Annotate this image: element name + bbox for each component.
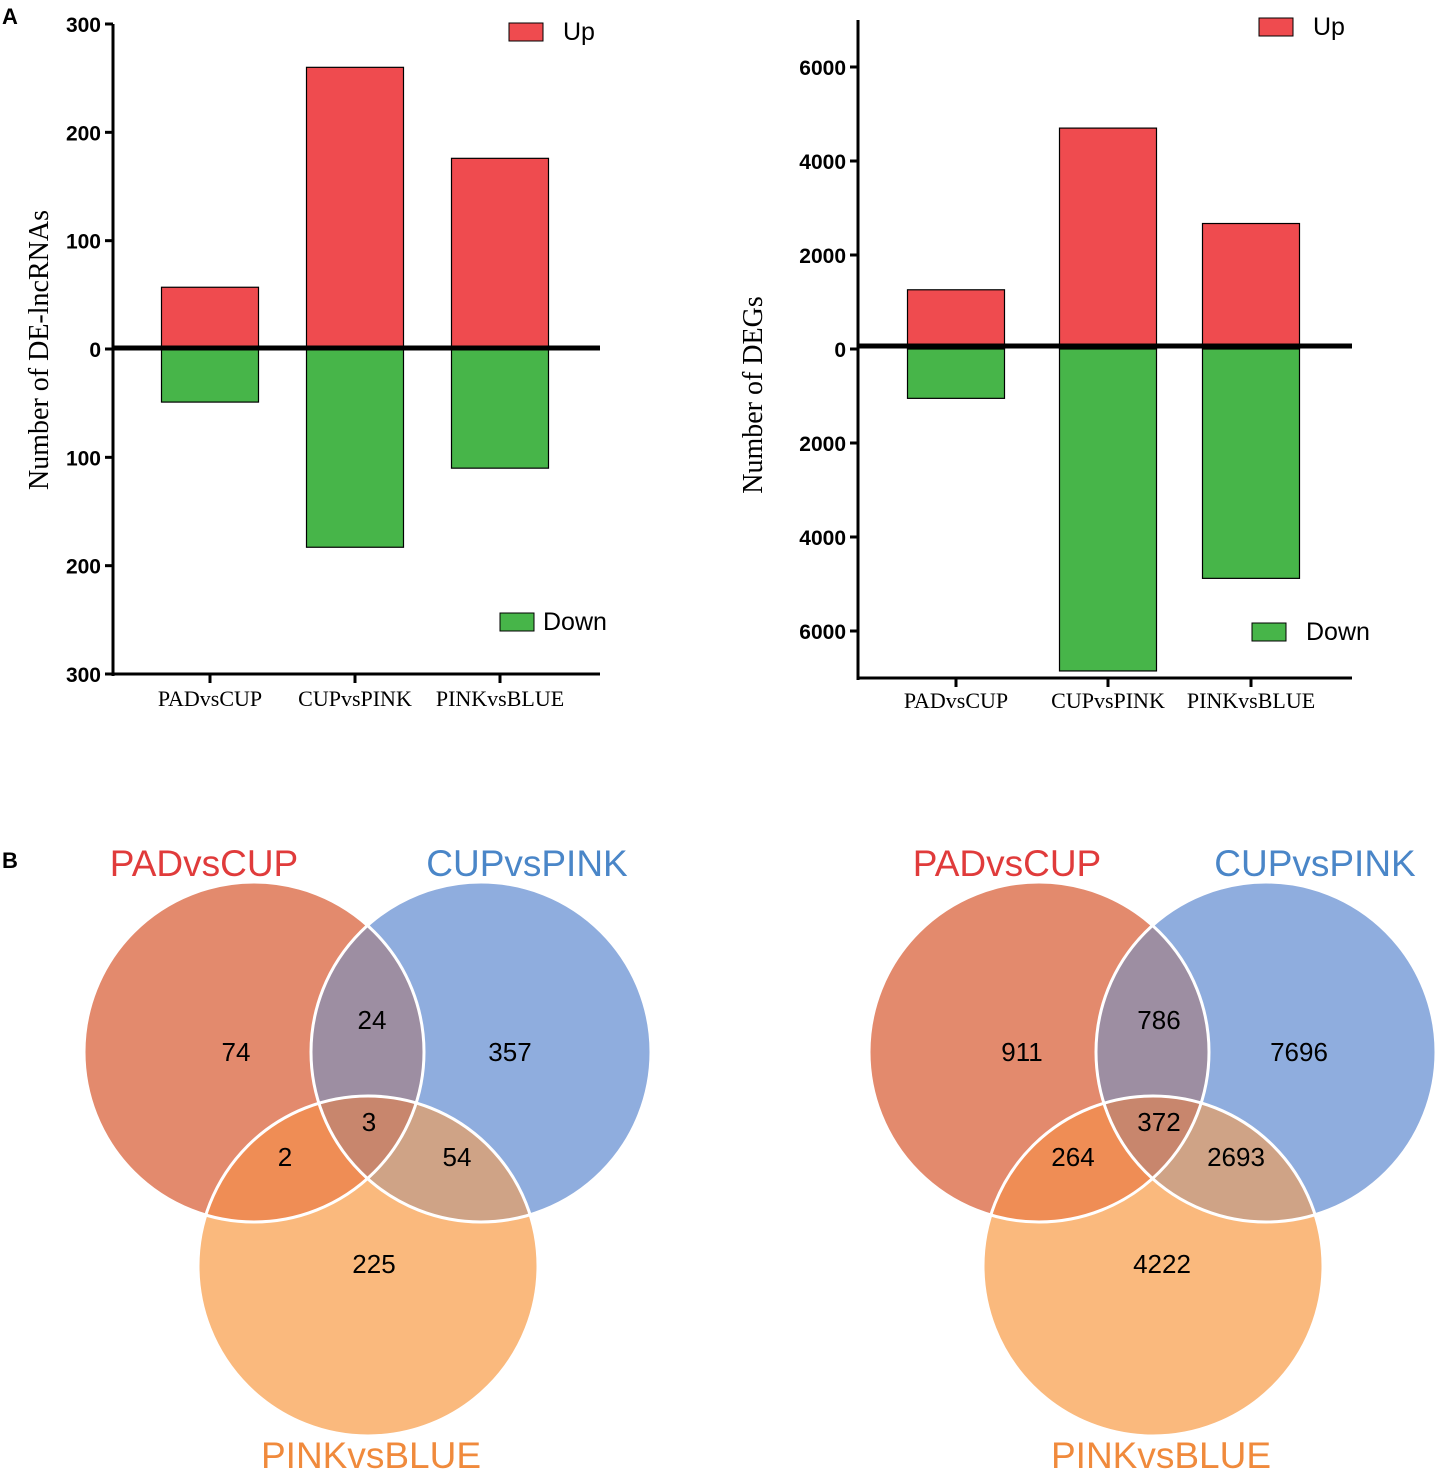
venn-outline-c: [981, 1094, 1325, 1438]
bar-down-cupvspink: [1058, 348, 1158, 672]
y-tick-label: 300: [66, 664, 101, 687]
bar-up-padvscup: [160, 286, 260, 350]
bar-up-cupvspink: [1058, 127, 1158, 350]
y-axis-label: Number of DEGs: [738, 296, 769, 494]
venn-count-only-a: 74: [222, 1037, 251, 1067]
legend-label-up: Up: [1313, 13, 1345, 41]
venn-outline-b: [309, 880, 653, 1224]
legend-label-up: Up: [563, 18, 595, 46]
venn-count-abc: 3: [362, 1107, 376, 1137]
venn-overlap-bc-region: [1096, 1096, 1323, 1222]
venn-overlap-bc-region: [311, 1096, 538, 1222]
y-tick-label: 300: [66, 14, 101, 37]
x-ticks: PADvsCUP CUPvsPINK PINKvsBLUE: [904, 678, 1315, 713]
venn-outline-a: [82, 880, 426, 1224]
venn-diagram-lncrnas: PADvsCUP CUPvsPINK PINKvsBLUE 74 357 225…: [82, 843, 653, 1474]
legend-label-down: Down: [543, 608, 607, 636]
venn-outline-a: [867, 880, 1211, 1224]
legend-swatch-down: [1251, 622, 1287, 642]
x-tick-label: CUPvsPINK: [298, 686, 412, 711]
y-ticks: 6000 4000 2000 0 2000 4000 6000: [799, 57, 858, 644]
venn-title-cupvspink: CUPvsPINK: [1214, 843, 1416, 884]
chart-bars: [160, 66, 550, 548]
venn-title-padvscup: PADvsCUP: [913, 843, 1101, 884]
bar-up-padvscup: [906, 289, 1006, 350]
venn-count-bc: 54: [443, 1142, 472, 1172]
venn-count-only-a: 911: [1001, 1037, 1042, 1067]
y-tick-label: 4000: [799, 151, 846, 174]
y-axis-label: Number of DE-lncRNAs: [24, 210, 55, 490]
venn-count-only-b: 357: [488, 1037, 531, 1067]
legend-swatch-down: [499, 612, 535, 632]
x-tick-label: PINKvsBLUE: [436, 686, 564, 711]
venn-count-only-c: 4222: [1133, 1249, 1191, 1279]
venn-title-cupvspink: CUPvsPINK: [426, 843, 628, 884]
venn-title-pinkvsblue: PINKvsBLUE: [1051, 1435, 1271, 1474]
panel-label-a: A: [2, 4, 18, 29]
venn-title-pinkvsblue: PINKvsBLUE: [261, 1435, 481, 1474]
bar-down-pinkvsblue: [450, 348, 550, 469]
y-tick-label: 4000: [799, 527, 846, 550]
venn-count-only-c: 225: [352, 1249, 395, 1279]
y-tick-label: 200: [66, 122, 101, 145]
venn-count-abc: 372: [1137, 1107, 1180, 1137]
y-tick-label: 6000: [799, 57, 846, 80]
venn-overlap-ac-region: [198, 1096, 424, 1222]
bar-down-cupvspink: [305, 348, 405, 548]
bar-up-cupvspink: [305, 66, 405, 350]
bar-down-pinkvsblue: [1201, 348, 1301, 579]
bar-down-padvscup: [906, 348, 1006, 399]
venn-overlap-ac-region: [983, 1096, 1209, 1222]
x-tick-label: PINKvsBLUE: [1187, 688, 1315, 713]
legend-swatch-up: [508, 22, 544, 42]
bar-chart-lncrnas: 300 200 100 0 100 200 300 PADvsCUP CUPvsPINK PIN…: [24, 14, 607, 711]
venn-outline-b: [1094, 880, 1438, 1224]
x-tick-label: CUPvsPINK: [1051, 688, 1165, 713]
y-tick-label: 100: [66, 231, 101, 254]
y-tick-label: 200: [66, 556, 101, 579]
venn-count-ac: 264: [1051, 1142, 1094, 1172]
y-tick-label: 2000: [799, 245, 846, 268]
legend-label-down: Down: [1306, 618, 1370, 646]
venn-count-only-b: 7696: [1270, 1037, 1328, 1067]
bar-down-padvscup: [160, 348, 260, 403]
panel-label-b: B: [2, 848, 18, 873]
y-tick-label: 2000: [799, 433, 846, 456]
chart-bars: [906, 127, 1301, 672]
y-tick-label: 0: [834, 339, 846, 362]
y-tick-label: 0: [89, 339, 101, 362]
y-tick-label: 100: [66, 447, 101, 470]
bar-up-pinkvsblue: [450, 157, 550, 350]
venn-title-padvscup: PADvsCUP: [110, 843, 298, 884]
venn-outline-c: [196, 1094, 540, 1438]
legend-swatch-up: [1258, 17, 1294, 37]
x-tick-label: PADvsCUP: [158, 686, 262, 711]
x-ticks: PADvsCUP CUPvsPINK PINKvsBLUE: [158, 674, 564, 711]
y-ticks: 300 200 100 0 100 200 300: [66, 14, 113, 687]
bar-up-pinkvsblue: [1201, 222, 1301, 350]
bar-chart-degs: 6000 4000 2000 0 2000 4000 6000 PADvsCUP CUPvsP…: [738, 13, 1370, 713]
venn-count-ab: 786: [1137, 1005, 1180, 1035]
venn-diagram-degs: PADvsCUP CUPvsPINK PINKvsBLUE 911 7696 4…: [867, 843, 1438, 1474]
x-tick-label: PADvsCUP: [904, 688, 1008, 713]
y-tick-label: 6000: [799, 621, 846, 644]
venn-count-bc: 2693: [1207, 1142, 1265, 1172]
venn-count-ab: 24: [358, 1005, 387, 1035]
venn-count-ac: 2: [278, 1142, 292, 1172]
